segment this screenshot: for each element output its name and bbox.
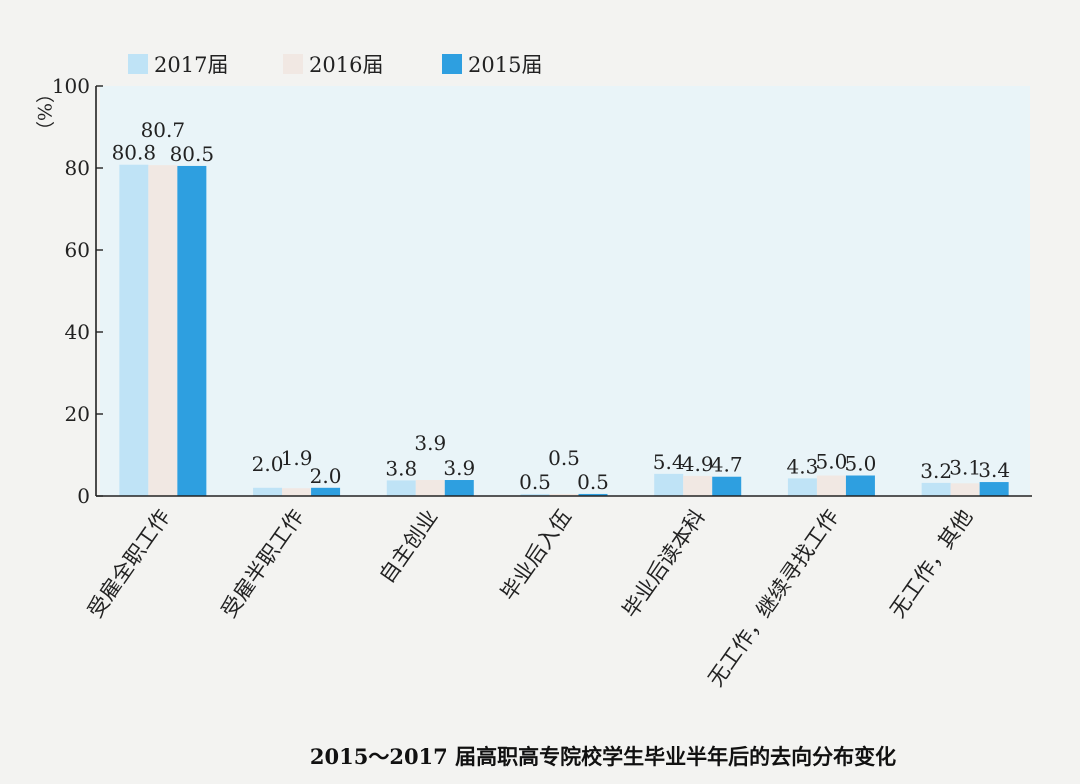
x-tick-label: 受雇全职工作 [83, 505, 175, 622]
bar [119, 164, 149, 496]
data-label: 0.5 [519, 470, 551, 494]
data-label: 0.5 [577, 470, 609, 494]
x-tick-label: 毕业后入伍 [496, 505, 576, 605]
x-tick-label: 自主创业 [375, 505, 443, 588]
y-axis: 0 20 40 60 80 100（%） [33, 74, 103, 508]
bar [578, 493, 608, 496]
data-label: 0.5 [548, 446, 580, 470]
data-label: 3.1 [949, 455, 981, 479]
data-label: 4.7 [711, 453, 743, 477]
bar [386, 480, 416, 496]
data-label: 80.5 [170, 142, 215, 166]
bar [148, 165, 178, 496]
data-label: 5.0 [845, 452, 877, 476]
y-tick-label: 0 [77, 484, 90, 508]
data-label: 5.0 [816, 450, 848, 474]
bar [282, 488, 312, 496]
bar [921, 482, 951, 496]
x-tick-label: 无工作，其他 [885, 505, 977, 622]
x-tick-label: 无工作，继续寻找工作 [703, 505, 843, 691]
bar [683, 475, 713, 496]
x-tick-label: 毕业后读本科 [618, 505, 710, 622]
legend-swatch [283, 54, 303, 74]
bar [444, 480, 474, 496]
bar [654, 473, 684, 496]
legend: 2017届 2016届 2015届 [128, 53, 542, 77]
data-label: 1.9 [281, 446, 313, 470]
bar [979, 482, 1009, 496]
bar [253, 487, 283, 496]
y-axis-label: （%） [33, 84, 55, 140]
data-label: 3.8 [385, 456, 417, 480]
y-tick-label: 40 [65, 320, 90, 344]
bar [549, 493, 579, 496]
bar [311, 487, 341, 496]
y-tick-label: 80 [65, 156, 90, 180]
data-label: 3.9 [414, 431, 446, 455]
data-label: 5.4 [653, 450, 685, 474]
x-tick-label: 受雇半职工作 [217, 505, 309, 622]
data-label: 3.4 [978, 458, 1010, 482]
bar [787, 478, 817, 496]
data-label: 4.3 [787, 454, 819, 478]
bar [520, 493, 550, 496]
legend-swatch [128, 54, 148, 74]
bar [816, 475, 846, 496]
chart-title: 2015～2017 届高职高专院校学生毕业半年后的去向分布变化 [310, 744, 896, 769]
plot-background [100, 86, 1030, 496]
legend-label: 2016届 [309, 53, 383, 77]
bar [415, 480, 445, 496]
legend-label: 2015届 [468, 53, 542, 77]
y-tick-label: 100 [52, 74, 90, 98]
data-label: 2.0 [252, 452, 284, 476]
bar [845, 475, 875, 496]
data-label: 3.2 [920, 459, 952, 483]
bar [950, 483, 980, 496]
legend-label: 2017届 [154, 53, 228, 77]
y-tick-label: 20 [65, 402, 90, 426]
bar [712, 476, 742, 496]
bar [177, 165, 207, 496]
data-label: 2.0 [310, 464, 342, 488]
legend-swatch [442, 54, 462, 74]
data-label: 4.9 [682, 452, 714, 476]
bars: 80.880.780.52.01.92.0 3.83.93.90.50.50.55… [112, 118, 1010, 496]
data-label: 3.9 [443, 456, 475, 480]
data-label: 80.7 [141, 118, 186, 142]
y-tick-label: 60 [65, 238, 90, 262]
data-label: 80.8 [112, 141, 157, 165]
